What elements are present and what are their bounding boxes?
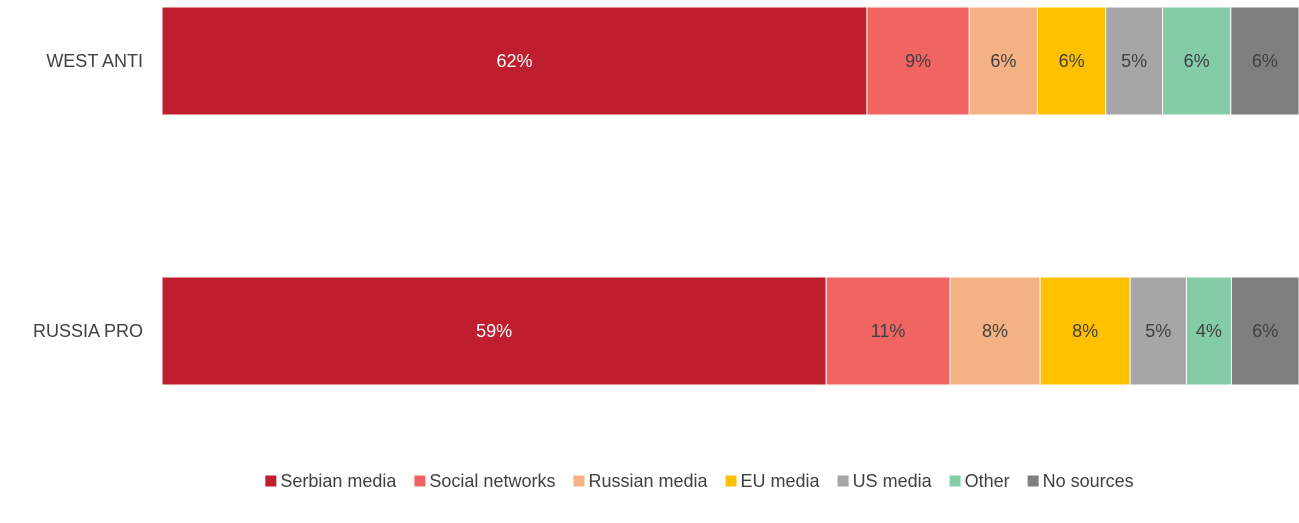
legend-label: US media <box>853 471 933 491</box>
legend-label: Other <box>965 471 1010 491</box>
bar-segment <box>1185 276 1232 386</box>
bar-segment <box>1230 6 1299 116</box>
legend-swatch <box>414 475 426 487</box>
bar-segment <box>1162 6 1232 116</box>
bar-segment <box>1105 6 1164 116</box>
bar-segment <box>1036 6 1107 116</box>
data-label: 4% <box>1196 321 1222 341</box>
legend-swatch <box>265 475 277 487</box>
legend: Serbian media Social networks Russian medi… <box>265 471 1134 491</box>
data-label: 11% <box>871 321 906 341</box>
bar-segment <box>1129 276 1187 386</box>
data-labels-layer: 62% 9% 6% 6% 5% 6% 6% 59% 11% 8% 8% 5% 4% 6% <box>476 51 1278 341</box>
bar-segment <box>161 6 868 116</box>
bars-layer <box>161 6 1299 386</box>
legend-label: No sources <box>1043 471 1134 491</box>
data-label: 59% <box>476 321 512 341</box>
data-label: 6% <box>1252 321 1278 341</box>
legend-swatch <box>949 475 961 487</box>
legend-label: Social networks <box>429 471 555 491</box>
legend-label: Serbian media <box>280 471 397 491</box>
data-label: 9% <box>905 51 931 71</box>
legend-label: Russian media <box>588 471 708 491</box>
data-label: 8% <box>982 321 1008 341</box>
bar-segment <box>968 6 1038 116</box>
bar-segment <box>1039 276 1131 386</box>
bar-segment <box>949 276 1041 386</box>
data-label: 8% <box>1072 321 1098 341</box>
bar-segment <box>1230 276 1299 386</box>
category-label: WEST ANTI <box>46 51 143 71</box>
bar-segment <box>866 6 970 116</box>
legend-label: EU media <box>741 471 821 491</box>
bar-segment <box>161 276 827 386</box>
legend-swatch <box>725 475 737 487</box>
category-axis: WEST ANTI RUSSIA PRO <box>33 51 143 341</box>
data-label: 6% <box>1059 51 1085 71</box>
data-label: 6% <box>1252 51 1278 71</box>
data-label: 5% <box>1145 321 1171 341</box>
data-label: 6% <box>1184 51 1210 71</box>
legend-swatch <box>837 475 849 487</box>
data-label: 5% <box>1121 51 1147 71</box>
legend-swatch <box>573 475 585 487</box>
category-label: RUSSIA PRO <box>33 321 143 341</box>
legend-swatch <box>1027 475 1039 487</box>
data-label: 6% <box>990 51 1016 71</box>
data-label: 62% <box>496 51 532 71</box>
